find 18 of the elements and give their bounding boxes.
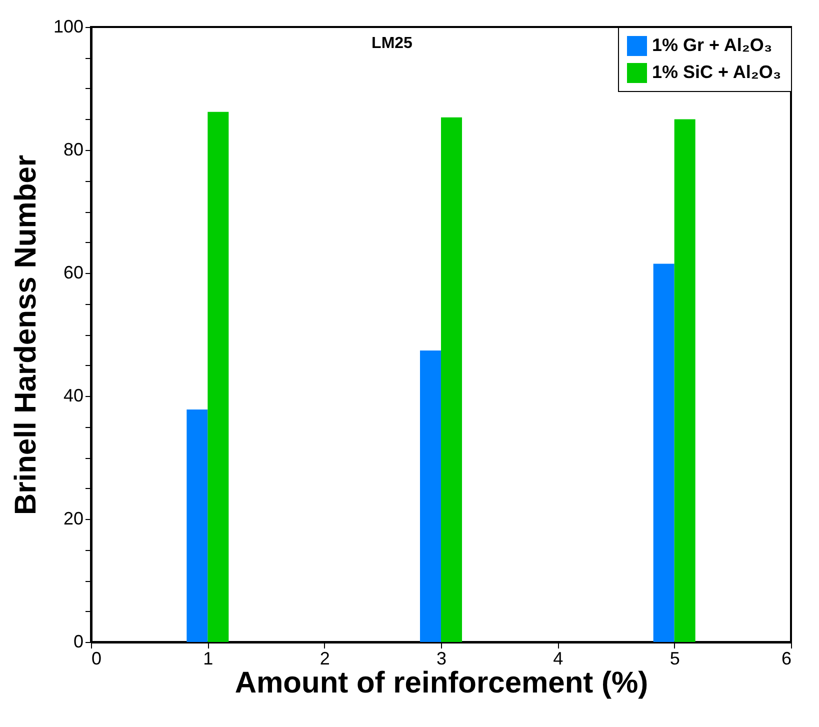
legend-label: 1% SiC + Al₂O₃	[652, 62, 782, 82]
y-axis-title: Brinell Hardenss Number	[9, 154, 42, 516]
legend-label: 1% Gr + Al₂O₃	[652, 35, 772, 55]
y-tick-label: 60	[63, 262, 84, 282]
x-tick-label: 5	[670, 648, 680, 668]
x-tick-label: 1	[203, 648, 214, 668]
x-axis-title: Amount of reinforcement (%)	[234, 666, 648, 700]
x-tick-label: 0	[92, 648, 102, 668]
y-tick-label: 40	[63, 386, 84, 406]
y-tick-label: 20	[63, 508, 84, 528]
x-tick-label: 6	[781, 648, 792, 668]
y-tick-label: 100	[53, 16, 84, 36]
y-tick-label: 0	[73, 632, 84, 652]
x-tick-label: 4	[553, 648, 564, 668]
annotation: LM25	[372, 35, 413, 52]
x-tick-label: 2	[320, 648, 330, 668]
y-tick-label: 80	[63, 140, 84, 160]
x-tick-label: 3	[436, 648, 447, 668]
